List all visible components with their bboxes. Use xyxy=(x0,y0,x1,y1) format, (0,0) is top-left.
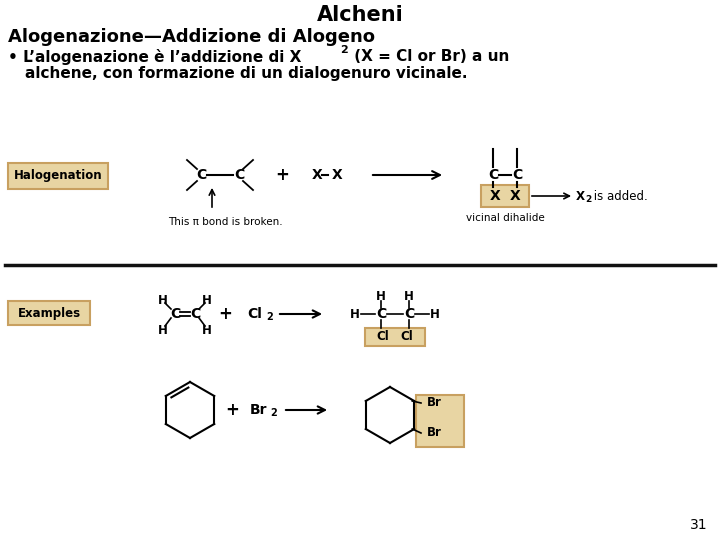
Text: vicinal dihalide: vicinal dihalide xyxy=(466,213,544,223)
Bar xyxy=(8,301,90,325)
Text: C: C xyxy=(488,168,498,182)
Text: H: H xyxy=(430,307,440,321)
Text: Cl: Cl xyxy=(247,307,262,321)
Text: X: X xyxy=(576,190,585,202)
Text: Cl: Cl xyxy=(400,330,413,343)
Text: H: H xyxy=(404,289,414,302)
Bar xyxy=(416,395,464,447)
Text: • L’alogenazione è l’addizione di X: • L’alogenazione è l’addizione di X xyxy=(8,49,302,65)
Text: Alcheni: Alcheni xyxy=(317,5,403,25)
Text: H: H xyxy=(202,294,212,307)
Text: (X = Cl or Br) a un: (X = Cl or Br) a un xyxy=(349,49,509,64)
Text: 2: 2 xyxy=(585,194,591,204)
Text: X: X xyxy=(312,168,323,182)
Text: H: H xyxy=(202,323,212,336)
Text: Cl: Cl xyxy=(377,330,390,343)
Text: +: + xyxy=(218,305,232,323)
Text: is added.: is added. xyxy=(590,190,648,202)
Bar xyxy=(365,328,425,346)
Text: H: H xyxy=(158,294,168,307)
Text: This π bond is broken.: This π bond is broken. xyxy=(168,217,282,227)
Text: C: C xyxy=(376,307,386,321)
Text: C: C xyxy=(196,168,206,182)
Text: 31: 31 xyxy=(690,518,708,532)
Text: +: + xyxy=(225,401,239,419)
Text: 2: 2 xyxy=(270,408,276,418)
Text: C: C xyxy=(170,307,180,321)
Bar xyxy=(8,163,108,189)
Text: Halogenation: Halogenation xyxy=(14,168,102,181)
Text: X: X xyxy=(332,168,343,182)
Text: Br: Br xyxy=(426,396,441,409)
Text: Br: Br xyxy=(426,427,441,440)
Text: C: C xyxy=(512,168,522,182)
Text: +: + xyxy=(275,166,289,184)
Text: X: X xyxy=(490,189,500,203)
Text: C: C xyxy=(190,307,200,321)
Bar xyxy=(481,185,529,207)
Text: H: H xyxy=(158,323,168,336)
Text: Br: Br xyxy=(250,403,268,417)
Text: H: H xyxy=(350,307,360,321)
Text: X: X xyxy=(510,189,521,203)
Text: alchene, con formazione di un dialogenuro vicinale.: alchene, con formazione di un dialogenur… xyxy=(25,66,467,81)
Text: C: C xyxy=(404,307,414,321)
Text: 2: 2 xyxy=(340,45,348,55)
Text: 2: 2 xyxy=(266,312,273,322)
Text: H: H xyxy=(376,289,386,302)
Text: C: C xyxy=(234,168,244,182)
Text: Alogenazione—Addizione di Alogeno: Alogenazione—Addizione di Alogeno xyxy=(8,28,375,46)
Text: Examples: Examples xyxy=(17,307,81,320)
